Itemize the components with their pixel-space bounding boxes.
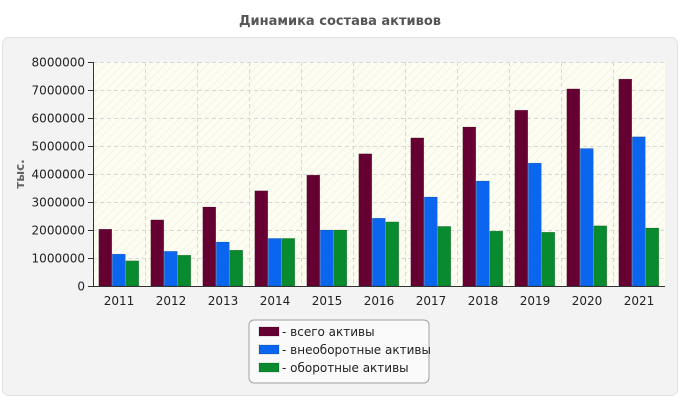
bar xyxy=(566,88,581,287)
bar xyxy=(437,226,452,287)
bar xyxy=(514,109,529,287)
y-tick-label: 8000000 xyxy=(32,56,85,70)
bar xyxy=(306,174,321,287)
bar xyxy=(177,254,192,287)
bar xyxy=(462,126,477,287)
x-tick-label: 2013 xyxy=(208,294,239,308)
legend-swatch xyxy=(258,362,280,373)
x-tick-label: 2012 xyxy=(156,294,187,308)
bar xyxy=(528,162,542,287)
x-tick-label: 2011 xyxy=(104,294,135,308)
bar xyxy=(385,221,400,287)
x-tick-label: 2019 xyxy=(520,294,551,308)
x-tick-label: 2014 xyxy=(260,294,291,308)
bar xyxy=(98,228,113,287)
x-tick-label: 2020 xyxy=(572,294,603,308)
legend-swatch xyxy=(258,344,280,355)
x-tick-label: 2021 xyxy=(624,294,655,308)
bar xyxy=(358,153,373,287)
bar xyxy=(112,253,126,287)
bar xyxy=(268,238,282,287)
y-axis-label: тыс. xyxy=(13,159,27,188)
x-tick-label: 2016 xyxy=(364,294,395,308)
bar xyxy=(618,78,633,287)
y-tick-label: 1000000 xyxy=(32,252,85,266)
legend-label: - всего активы xyxy=(282,325,375,339)
bar xyxy=(216,241,230,287)
bar xyxy=(541,231,556,287)
y-tick-label: 5000000 xyxy=(32,140,85,154)
bar xyxy=(281,238,296,287)
bar xyxy=(333,229,348,287)
legend-label: - оборотные активы xyxy=(282,361,409,375)
bar xyxy=(229,249,244,287)
bar xyxy=(202,206,217,287)
bar xyxy=(489,230,504,287)
y-tick-label: 0 xyxy=(77,280,85,294)
bars xyxy=(98,78,660,287)
bar xyxy=(254,190,269,287)
y-tick-label: 4000000 xyxy=(32,168,85,182)
bar xyxy=(320,229,334,287)
chart-title: Динамика состава активов xyxy=(239,14,441,29)
y-tick-label: 7000000 xyxy=(32,84,85,98)
y-tick-label: 2000000 xyxy=(32,224,85,238)
bar xyxy=(164,251,178,287)
legend-label: - внеоборотные активы xyxy=(282,343,431,357)
bar xyxy=(593,225,608,287)
bar xyxy=(125,260,140,287)
bar xyxy=(424,196,438,287)
bar xyxy=(645,227,660,287)
bar xyxy=(632,136,646,287)
x-tick-label: 2015 xyxy=(312,294,343,308)
bar xyxy=(150,219,165,287)
bar xyxy=(410,137,425,287)
x-tick-label: 2017 xyxy=(416,294,447,308)
legend: - всего активы - внеоборотные активы - обо… xyxy=(248,319,431,384)
bar xyxy=(476,180,490,287)
y-tick-label: 3000000 xyxy=(32,196,85,210)
bar xyxy=(580,148,594,287)
bar xyxy=(372,217,386,287)
legend-swatch xyxy=(258,326,280,337)
y-tick-label: 6000000 xyxy=(32,112,85,126)
legend-box xyxy=(248,319,430,384)
axes: 0 1000000 2000000 3000000 4000000 5000000 6000… xyxy=(32,56,665,308)
x-tick-label: 2018 xyxy=(468,294,499,308)
